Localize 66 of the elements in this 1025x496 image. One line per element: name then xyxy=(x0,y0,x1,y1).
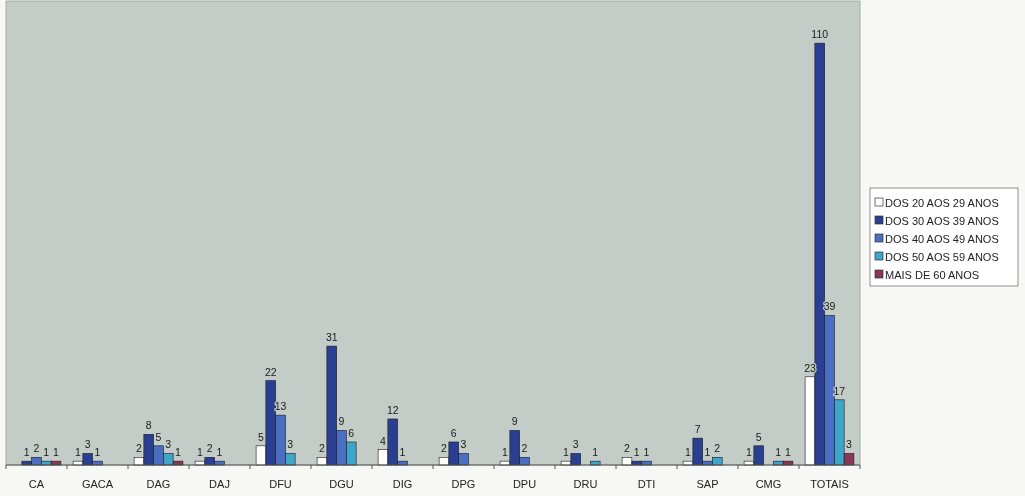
data-label: 12 xyxy=(386,403,399,416)
x-tick-label: DRU xyxy=(573,478,598,490)
data-label: 8 xyxy=(145,419,152,432)
data-label: 1 xyxy=(175,446,182,459)
x-tick-label: DTI xyxy=(637,478,656,490)
data-label: 1 xyxy=(685,446,692,459)
x-tick-label: DGU xyxy=(329,478,354,490)
data-label: 1 xyxy=(704,446,711,459)
data-label: 1 xyxy=(643,446,650,459)
legend-label: DOS 20 AOS 29 ANOS xyxy=(885,196,999,209)
legend-label: MAIS DE 60 ANOS xyxy=(885,268,980,281)
x-tick-label: DPG xyxy=(451,478,476,490)
legend-label: DOS 40 AOS 49 ANOS xyxy=(885,232,999,245)
x-tick-label: CA xyxy=(28,478,45,490)
data-label: 1 xyxy=(592,446,599,459)
data-label: 2 xyxy=(624,442,631,455)
data-label: 1 xyxy=(23,446,30,459)
data-label: 1 xyxy=(785,446,792,459)
x-tick-label: TOTAIS xyxy=(810,478,849,490)
data-label: 1 xyxy=(775,446,782,459)
x-tick-label: DFU xyxy=(269,478,292,490)
data-label: 2 xyxy=(714,442,721,455)
data-label: 1 xyxy=(94,446,101,459)
data-label: 2 xyxy=(206,442,213,455)
data-label: 2 xyxy=(441,442,448,455)
data-label: 1 xyxy=(563,446,570,459)
x-tick-label: DPU xyxy=(512,478,537,490)
x-tick-label: DAJ xyxy=(209,478,230,490)
data-label: 5 xyxy=(755,430,762,443)
data-label: 6 xyxy=(450,426,457,439)
data-label: 9 xyxy=(511,415,518,428)
data-label: 2 xyxy=(136,442,143,455)
legend-label: DOS 30 AOS 39 ANOS xyxy=(885,214,999,227)
legend-label: DOS 50 AOS 59 ANOS xyxy=(885,250,999,263)
x-tick-label: GACA xyxy=(81,478,114,490)
data-label: 22 xyxy=(264,365,277,378)
data-label: 1 xyxy=(197,446,204,459)
data-label: 1 xyxy=(216,446,223,459)
data-label: 3 xyxy=(287,438,294,451)
data-label: 9 xyxy=(338,415,345,428)
x-tick-label: SAP xyxy=(696,478,719,490)
data-label: 5 xyxy=(258,430,265,443)
x-tick-label: CMG xyxy=(755,478,782,490)
data-label: 1 xyxy=(75,446,82,459)
data-label: 1 xyxy=(43,446,50,459)
data-label: 3 xyxy=(165,438,172,451)
data-label: 1 xyxy=(502,446,509,459)
x-tick-label: DAG xyxy=(146,478,171,490)
data-label: 1 xyxy=(53,446,60,459)
data-label: 4 xyxy=(380,434,387,447)
x-tick-label: DIG xyxy=(392,478,413,490)
data-label: 1 xyxy=(399,446,406,459)
data-label: 3 xyxy=(846,438,853,451)
data-label: 3 xyxy=(572,438,579,451)
data-label: 2 xyxy=(33,442,40,455)
data-label: 1 xyxy=(633,446,640,459)
data-label: 5 xyxy=(155,430,162,443)
data-label: 3 xyxy=(84,438,91,451)
data-label: 2 xyxy=(521,442,528,455)
data-label: 110 xyxy=(811,28,829,41)
data-label: 2 xyxy=(319,442,326,455)
data-label: 3 xyxy=(460,438,467,451)
data-label: 7 xyxy=(694,423,701,436)
data-label: 6 xyxy=(348,426,355,439)
data-label: 31 xyxy=(325,331,338,344)
data-label: 1 xyxy=(746,446,753,459)
